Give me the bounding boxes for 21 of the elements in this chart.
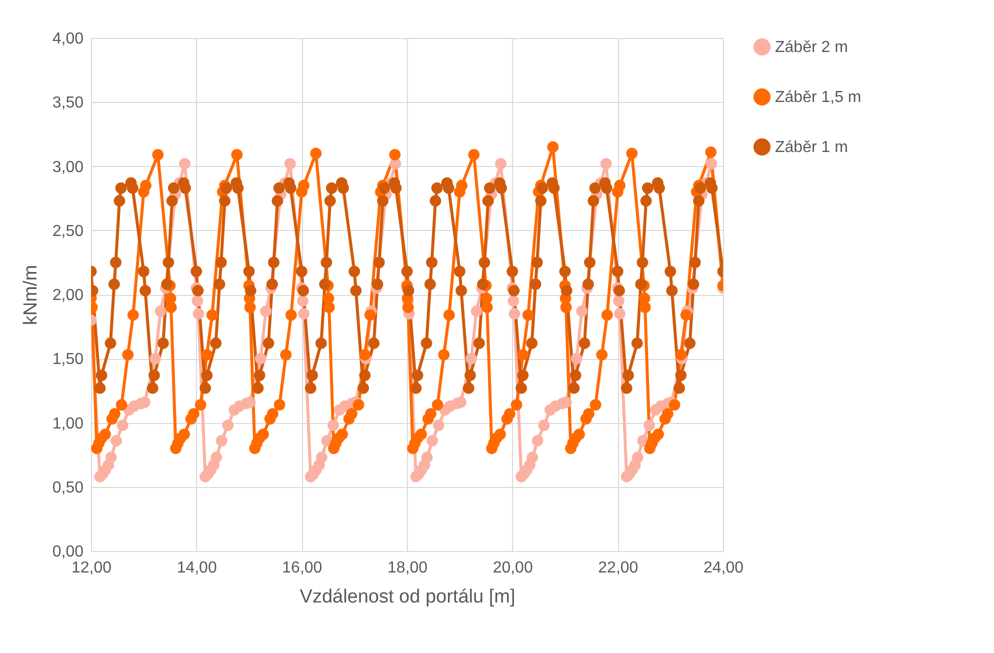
y-tick-label: 2,00 [52, 287, 84, 304]
x-tick-label: 14,00 [176, 560, 217, 576]
x-tick-label: 18,00 [387, 560, 428, 576]
x-tick-label: 20,00 [492, 560, 533, 576]
x-tick-label: 22,00 [598, 560, 638, 576]
y-tick-label: 2,50 [52, 222, 84, 240]
x-axis-title: Vzdálenost od portálu [m] [300, 586, 516, 608]
legend-label: Záběr 2 m [775, 39, 848, 56]
legend-label: Záběr 1,5 m [775, 89, 862, 106]
y-axis-title: kNm/m [20, 264, 42, 326]
y-tick-label: 0,50 [52, 479, 84, 496]
y-tick-label: 1,00 [52, 415, 84, 432]
y-tick-label: 1,50 [52, 351, 84, 368]
y-tick-label: 3,00 [52, 158, 84, 176]
x-tick-label: 12,00 [71, 560, 112, 576]
x-tick-label: 24,00 [703, 560, 744, 576]
y-tick-label: 0,00 [52, 544, 84, 560]
legend-label: Záběr 1 m [775, 139, 848, 156]
x-tick-label: 16,00 [282, 560, 322, 576]
y-tick-label: 3,50 [52, 94, 84, 112]
y-tick-label: 4,00 [52, 30, 84, 48]
